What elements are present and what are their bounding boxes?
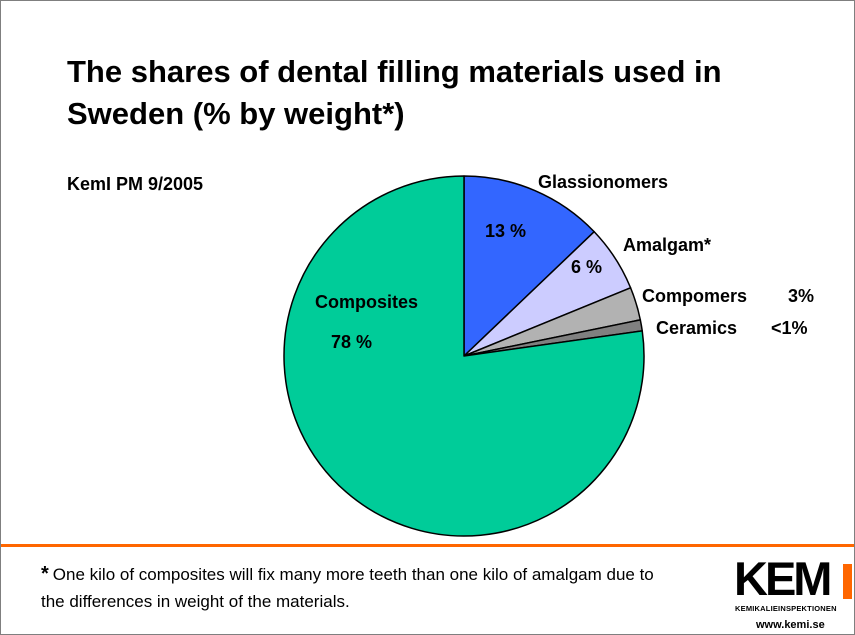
slide-title: The shares of dental filling materials u… xyxy=(67,54,722,131)
slice-value-composites: 78 % xyxy=(331,332,372,352)
footnote: * One kilo of composites will fix many mo… xyxy=(41,561,681,615)
footnote-text: One kilo of composites will fix many mor… xyxy=(41,565,654,611)
logo-wordmark: KEM xyxy=(734,552,832,605)
footnote-mark: * xyxy=(41,563,49,585)
slice-label-amalgam: Amalgam* xyxy=(623,235,711,255)
source-label: KemI PM 9/2005 xyxy=(67,174,204,194)
slice-label-glassionomers: Glassionomers xyxy=(538,172,668,192)
logo-url: www.kemi.se xyxy=(756,619,825,631)
pie-slices xyxy=(283,175,645,537)
slice-label-compomers: Compomers xyxy=(642,286,747,306)
slice-value-compomers: 3% xyxy=(788,286,814,306)
slice-value-amalgam: 6 % xyxy=(571,257,602,277)
logo-accent-bar xyxy=(843,564,852,599)
kemi-logo: KEM KEMIKALIEINSPEKTIONEN www.kemi.se xyxy=(734,552,854,634)
slice-label-composites: Composites xyxy=(315,292,418,312)
pie-slice-glassionomers xyxy=(463,175,595,357)
slice-value-ceramics: <1% xyxy=(771,318,808,338)
pie-slice-composites xyxy=(283,175,645,537)
divider-rule xyxy=(1,544,854,547)
slice-value-glassionomers: 13 % xyxy=(485,221,526,241)
slice-label-ceramics: Ceramics xyxy=(656,318,737,338)
logo-subtitle: KEMIKALIEINSPEKTIONEN xyxy=(735,604,837,613)
pie-chart: Glassionomers 13 % Amalgam* 6 % Compomer… xyxy=(283,172,814,537)
